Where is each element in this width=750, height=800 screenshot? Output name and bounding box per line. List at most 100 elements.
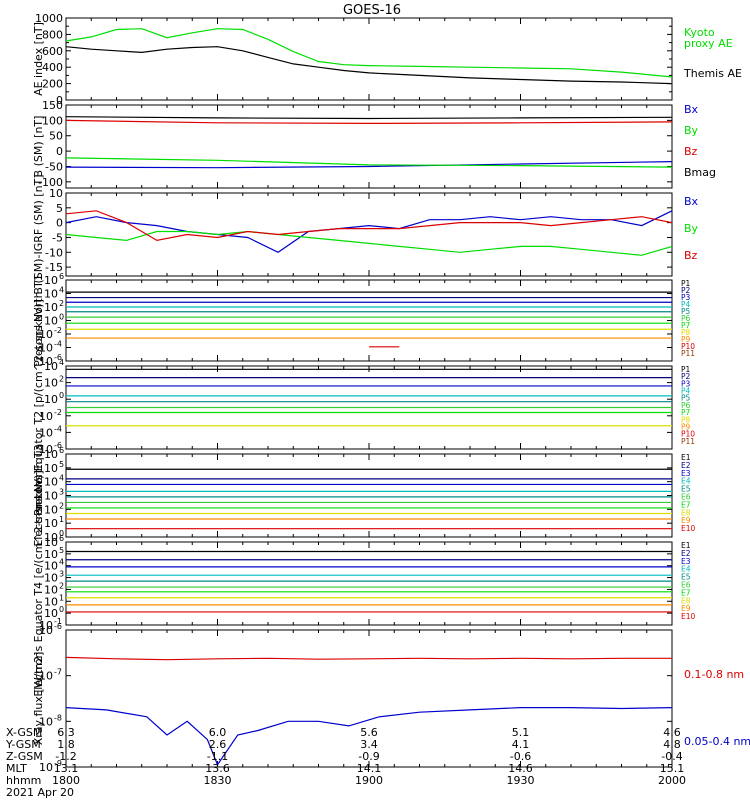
y-tick-label: 0	[56, 217, 63, 230]
y-tick-label: 10-9	[39, 759, 62, 774]
y-tick-label: 10-1	[39, 617, 62, 632]
y-tick-label: 102	[44, 501, 64, 516]
legend-label: Bmag	[684, 166, 716, 179]
series-line-bz	[65, 210, 673, 242]
y-tick-label: 10	[49, 187, 63, 200]
y-axis-label: Electrons Equator T4 [e/(cm^2-s-sr-keV)]	[32, 470, 45, 696]
y-tick-label: 10-6	[39, 441, 62, 456]
x-row-value: 4.8	[663, 738, 681, 751]
series-line-by	[65, 157, 673, 168]
x-row-label: MLT	[6, 762, 27, 775]
y-tick-label: 102	[44, 375, 64, 390]
legend-label: E1	[681, 541, 691, 550]
tick-base: 10	[44, 393, 58, 406]
y-tick-label: -5	[52, 231, 63, 244]
x-axis-table: X-GSM 6.3 6.0 5.6 5.1 4.6 Y-GSM 1.8 2.6 3.4 4.1 4.8…	[5, 726, 686, 799]
x-row-value: 2.6	[209, 738, 227, 751]
tick-exponent: 3	[59, 488, 64, 497]
y-axis-label: Protons North T1	[32, 274, 45, 367]
y-tick-label: 105	[44, 546, 64, 561]
y-tick-label: 10-6	[39, 353, 62, 368]
y-tick-label: 103	[44, 570, 64, 585]
tick-base: 10	[39, 443, 53, 456]
y-axis-label: B (SM)-IGRF (SM) [nT]	[32, 174, 45, 294]
legend-label: E10	[681, 524, 696, 533]
tick-base: 10	[39, 410, 53, 423]
tick-exponent: 0	[59, 391, 64, 400]
x-row-value: 1.8	[57, 738, 75, 751]
legend-label: P10	[681, 430, 695, 439]
x-row-value: 2000	[658, 774, 686, 787]
tick-base: 10	[39, 342, 53, 355]
x-row-value: 1930	[507, 774, 535, 787]
legend-label: P6	[681, 401, 691, 410]
legend-label: P8	[681, 415, 691, 424]
tick-exponent: -4	[54, 424, 62, 433]
y-tick-label: 10-7	[39, 668, 62, 683]
y-tick-label: 1000	[35, 12, 63, 25]
y-axis-label: B (SM) [nT]	[32, 116, 45, 178]
legend-label: E10	[681, 612, 696, 621]
tick-exponent: 0	[59, 605, 64, 614]
tick-exponent: 4	[59, 558, 64, 567]
y-tick-label: -50	[45, 160, 63, 173]
x-row-label: hhmm	[6, 774, 41, 787]
y-tick-label: 400	[42, 61, 63, 74]
legend-label: E6	[681, 493, 691, 502]
y-tick-label: -15	[45, 261, 63, 274]
tick-exponent: -7	[54, 668, 62, 677]
legend-label: E2	[681, 461, 691, 470]
tick-exponent: 4	[59, 286, 64, 295]
legend-label: P3	[681, 293, 691, 302]
tick-base: 10	[39, 624, 53, 637]
tick-base: 10	[44, 503, 58, 516]
tick-base: 10	[44, 572, 58, 585]
y-tick-label: 106	[44, 272, 64, 287]
y-tick-label: 106	[44, 446, 64, 461]
x-row-value: 4.1	[512, 738, 530, 751]
tick-exponent: 4	[59, 358, 64, 367]
tick-exponent: -2	[54, 408, 62, 417]
tick-exponent: -6	[54, 622, 62, 631]
legend-label: Bz	[684, 145, 698, 158]
legend-label: Themis AE	[683, 67, 742, 80]
tick-base: 10	[44, 548, 58, 561]
y-tick-label: 100	[42, 114, 63, 127]
y-axis-label: Protons Equator T2 [p/(cm^2-s-sr-keV)]	[32, 299, 45, 516]
tick-exponent: -8	[54, 713, 62, 722]
tick-exponent: 0	[59, 529, 64, 538]
tick-exponent: 1	[59, 593, 64, 602]
y-axis-label: AE index [nT]	[32, 22, 45, 96]
x-row-value: 14.1	[357, 762, 382, 775]
tick-exponent: 2	[59, 375, 64, 384]
tick-exponent: 6	[59, 534, 64, 543]
tick-exponent: 4	[59, 474, 64, 483]
legend-label: E4	[681, 477, 691, 486]
tick-base: 10	[44, 274, 58, 287]
tick-base: 10	[44, 462, 58, 475]
x-row-value: 14.6	[508, 762, 533, 775]
legend-label: E1	[681, 453, 691, 462]
tick-exponent: -4	[54, 340, 62, 349]
y-tick-label: 103	[44, 488, 64, 503]
tick-exponent: 2	[59, 501, 64, 510]
legend-label: P2	[681, 372, 691, 381]
series-line-bx	[65, 210, 673, 253]
x-row-value: 13.6	[205, 762, 230, 775]
tick-base: 10	[44, 476, 58, 489]
y-tick-label: 100	[44, 605, 64, 620]
x-row-value: 6.0	[209, 726, 227, 739]
legend-label: E3	[681, 557, 691, 566]
x-row-label: X-GSM	[6, 726, 42, 739]
x-row-value: 5.6	[360, 726, 378, 739]
legend-label: P5	[681, 307, 691, 316]
tick-base: 10	[44, 531, 58, 544]
y-tick-label: 10-2	[39, 408, 62, 423]
legend-label: Bz	[684, 249, 698, 262]
